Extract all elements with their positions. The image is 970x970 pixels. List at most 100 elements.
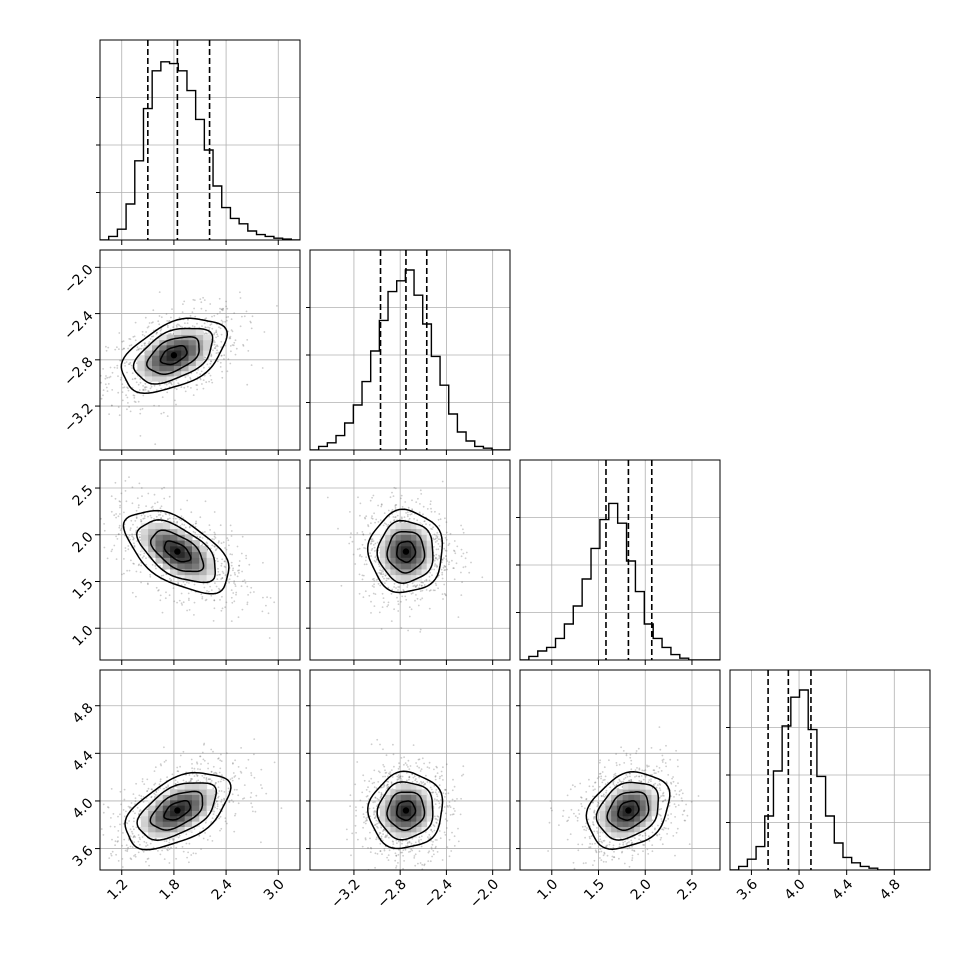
scatter-point: [175, 857, 178, 860]
scatter-point: [195, 773, 198, 776]
scatter-point: [157, 789, 160, 791]
scatter-point: [212, 813, 215, 815]
density-cell: [155, 815, 164, 822]
scatter-point: [212, 750, 214, 753]
scatter-point: [173, 387, 176, 390]
density-cell: [177, 815, 186, 822]
scatter-point: [265, 792, 268, 795]
scatter-point: [394, 516, 397, 518]
scatter-point: [378, 831, 381, 834]
scatter-point: [364, 538, 367, 541]
scatter-point: [220, 609, 223, 612]
scatter-point: [159, 513, 162, 516]
scatter-point: [460, 797, 462, 800]
scatter-point: [196, 322, 198, 325]
density-cell: [144, 375, 153, 382]
scatter-point: [178, 518, 181, 521]
scatter-point: [250, 802, 253, 805]
scatter-point: [155, 567, 157, 570]
scatter-point: [229, 574, 232, 577]
scatter-point: [235, 591, 238, 594]
scatter-point: [154, 443, 157, 446]
density-cell: [400, 545, 407, 553]
scatter-point: [240, 585, 243, 588]
scatter-point: [130, 559, 132, 562]
density-cell: [385, 551, 391, 558]
scatter-point: [196, 388, 199, 391]
scatter-point: [189, 314, 192, 317]
scatter-point: [185, 780, 188, 783]
scatter-point: [134, 377, 137, 380]
scatter-point: [417, 604, 420, 607]
scatter-point: [232, 801, 235, 803]
scatter-point: [102, 803, 105, 806]
scatter-point: [210, 360, 213, 363]
density-cell: [170, 799, 178, 806]
scatter-point: [204, 832, 207, 834]
scatter-point: [126, 396, 129, 399]
y-tick-label: 2.0: [70, 529, 97, 556]
scatter-point: [380, 571, 383, 574]
scatter-point: [192, 852, 195, 855]
scatter-point: [153, 783, 156, 786]
density-cell: [170, 826, 178, 833]
scatter-point: [366, 819, 368, 822]
scatter-point: [132, 336, 135, 338]
scatter-point: [139, 809, 142, 811]
density-cell: [195, 360, 204, 367]
density-cell: [411, 794, 417, 801]
scatter-point: [143, 517, 146, 520]
scatter-point: [120, 492, 123, 495]
scatter-point: [218, 588, 221, 591]
scatter-point: [431, 574, 433, 577]
scatter-point: [428, 850, 431, 853]
histogram-panel-2: [516, 459, 721, 661]
scatter-point: [179, 765, 182, 768]
scatter-point: [395, 854, 398, 857]
scatter-point: [404, 595, 407, 598]
scatter-point: [172, 326, 175, 328]
density-cell: [188, 360, 197, 367]
scatter-point: [428, 579, 431, 582]
density-cell: [173, 350, 182, 356]
scatter-point: [404, 762, 407, 765]
scatter-point: [404, 501, 407, 503]
scatter-point: [387, 577, 389, 580]
scatter-point: [133, 835, 135, 838]
scatter-point: [110, 852, 112, 855]
scatter-point: [384, 835, 387, 838]
density-cell: [380, 551, 386, 558]
scatter-point: [211, 327, 214, 330]
scatter-point: [355, 815, 357, 817]
scatter-point: [413, 775, 416, 778]
scatter-point: [377, 781, 380, 783]
scatter-point: [240, 552, 243, 555]
scatter-point: [397, 600, 399, 603]
scatter-point: [481, 576, 484, 579]
scatter-point: [147, 787, 150, 790]
scatter-point: [204, 531, 206, 533]
scatter-point: [212, 349, 214, 352]
scatter-point: [201, 383, 203, 385]
scatter-point: [229, 362, 232, 365]
density-cell: [395, 815, 402, 822]
scatter-point: [441, 480, 444, 483]
scatter-point: [261, 610, 264, 613]
scatter-point: [373, 781, 375, 784]
scatter-point: [362, 533, 365, 536]
scatter-point: [206, 839, 209, 841]
density-cell: [395, 826, 402, 833]
scatter-point: [436, 815, 439, 817]
scatter-point: [436, 795, 439, 798]
scatter-point: [123, 386, 126, 389]
density-cell: [400, 826, 407, 833]
scatter-point: [418, 836, 421, 839]
density-cell: [395, 810, 402, 817]
scatter-point: [460, 524, 462, 527]
scatter-point: [451, 813, 454, 816]
density-cell: [177, 568, 186, 576]
scatter-point: [447, 792, 450, 795]
scatter-point: [169, 332, 172, 335]
scatter-point: [453, 845, 456, 847]
scatter-point: [144, 316, 147, 319]
